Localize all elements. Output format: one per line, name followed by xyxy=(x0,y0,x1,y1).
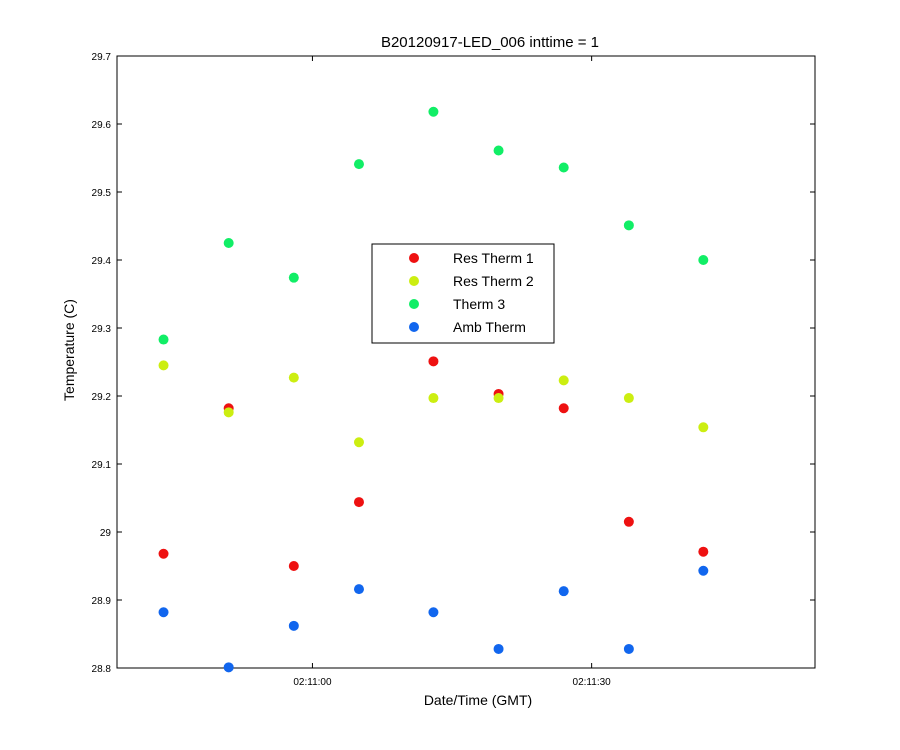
point-amb-therm xyxy=(428,607,439,618)
point-res-therm-2 xyxy=(493,393,504,404)
legend-label-res-therm-1: Res Therm 1 xyxy=(453,250,534,266)
x-axis: 02:11:00 02:11:30 xyxy=(293,56,611,688)
point-res-therm-1 xyxy=(558,403,569,414)
legend-marker-amb-therm xyxy=(409,322,419,332)
point-res-therm-1 xyxy=(428,356,439,367)
y-axis: 28.8 28.9 29 29.1 29.2 29.3 29.4 29.5 29.6 29.7 xyxy=(92,52,815,675)
y-tick-label: 29.3 xyxy=(92,324,112,335)
plot-area: 28.8 28.9 29 29.1 29.2 29.3 29.4 29.5 29.6 29.7 0… xyxy=(92,52,816,688)
legend-marker-therm-3 xyxy=(409,299,419,309)
legend: Res Therm 1 Res Therm 2 Therm 3 Amb Therm xyxy=(371,243,555,344)
point-res-therm-2 xyxy=(623,393,634,404)
legend-box xyxy=(371,243,555,344)
point-therm-3 xyxy=(623,220,634,231)
point-res-therm-2 xyxy=(428,393,439,404)
point-res-therm-2 xyxy=(698,422,709,433)
point-amb-therm xyxy=(223,662,234,673)
y-tick-label: 29 xyxy=(100,528,112,539)
y-tick-label: 29.7 xyxy=(92,52,112,63)
point-res-therm-2 xyxy=(353,437,364,448)
point-amb-therm xyxy=(698,565,709,576)
x-axis-label: Date/Time (GMT) xyxy=(424,692,532,708)
x-tick-label: 02:11:00 xyxy=(293,677,332,688)
point-therm-3 xyxy=(698,255,709,265)
data-points xyxy=(158,106,709,673)
point-therm-3 xyxy=(288,272,299,283)
y-tick-label: 28.8 xyxy=(92,664,112,675)
plot-frame xyxy=(116,55,816,669)
point-amb-therm xyxy=(558,586,569,597)
point-res-therm-1 xyxy=(158,548,169,559)
chart-title: B20120917-LED_006 inttime = 1 xyxy=(381,34,599,51)
point-res-therm-1 xyxy=(698,546,709,557)
point-res-therm-1 xyxy=(623,516,634,527)
point-therm-3 xyxy=(353,159,364,170)
y-tick-label: 29.6 xyxy=(92,120,112,131)
point-therm-3 xyxy=(158,334,169,345)
point-amb-therm xyxy=(623,643,634,654)
point-res-therm-1 xyxy=(288,561,299,571)
point-res-therm-2 xyxy=(158,360,169,371)
legend-label-amb-therm: Amb Therm xyxy=(453,319,526,335)
y-tick-label: 28.9 xyxy=(92,596,112,607)
legend-label-res-therm-2: Res Therm 2 xyxy=(453,273,534,289)
legend-marker-res-therm-2 xyxy=(409,276,419,286)
point-res-therm-1 xyxy=(353,497,364,508)
y-tick-label: 29.5 xyxy=(92,188,112,199)
x-tick-label: 02:11:30 xyxy=(573,677,612,688)
y-axis-label: Temperature (C) xyxy=(61,299,77,401)
point-therm-3 xyxy=(493,145,504,156)
point-amb-therm xyxy=(493,643,504,654)
point-res-therm-2 xyxy=(558,375,569,386)
legend-marker-res-therm-1 xyxy=(409,253,419,263)
legend-label-therm-3: Therm 3 xyxy=(453,296,505,312)
y-tick-label: 29.4 xyxy=(92,256,112,267)
y-tick-label: 29.1 xyxy=(92,460,112,471)
point-res-therm-2 xyxy=(223,407,234,418)
point-therm-3 xyxy=(428,106,439,117)
point-amb-therm xyxy=(158,607,169,618)
point-therm-3 xyxy=(223,238,234,248)
point-amb-therm xyxy=(353,584,364,595)
y-tick-label: 29.2 xyxy=(92,392,112,403)
point-amb-therm xyxy=(288,620,299,631)
point-res-therm-2 xyxy=(288,372,299,383)
point-therm-3 xyxy=(558,162,569,173)
